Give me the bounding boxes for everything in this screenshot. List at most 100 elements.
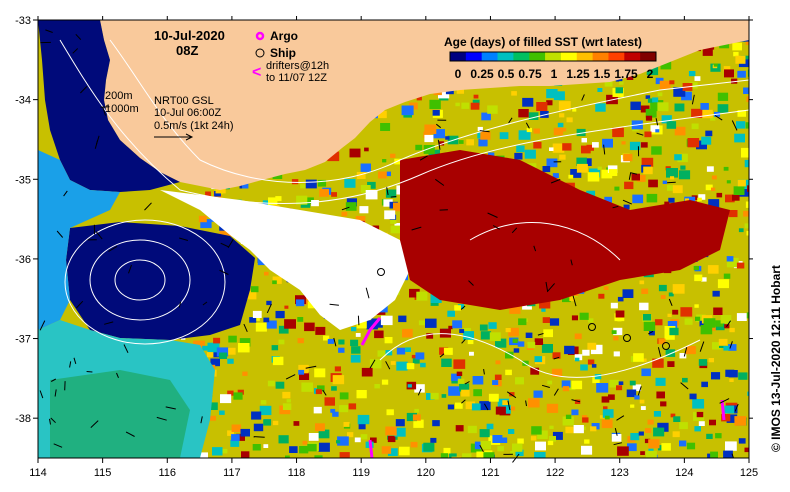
sst-cell [752, 83, 760, 90]
sst-cell [412, 414, 421, 421]
sst-cell [208, 402, 218, 410]
colorbar-tick-label-2: 0.5 [498, 67, 515, 81]
sst-cell [658, 284, 667, 292]
sst-cell [533, 141, 542, 149]
x-axis: 114 115 116 117 118 119 120 121 122 123 124 125 [29, 16, 758, 479]
sst-cell [551, 368, 563, 377]
current-arrow [69, 361, 72, 368]
sst-cell [500, 437, 508, 443]
sst-cell [416, 96, 422, 101]
sst-cell [264, 271, 269, 276]
plot-frame [37, 19, 750, 459]
sst-cell [483, 452, 495, 458]
sst-cell [726, 257, 739, 268]
sst-cell [305, 197, 314, 204]
sst-cell [677, 153, 688, 163]
sst-cell [666, 168, 678, 178]
sst-cell [601, 169, 613, 179]
sst-cell [725, 194, 735, 203]
sst-cell [611, 434, 622, 442]
sst-cell [367, 181, 376, 189]
sst-cell [706, 166, 714, 172]
sst-cell [724, 69, 734, 78]
sst-cell [549, 147, 554, 151]
no-data-swath [160, 190, 410, 330]
colorbar-swatch-0 [450, 52, 467, 61]
y-tick-label-2: -35 [15, 174, 31, 186]
sst-cell [626, 74, 634, 80]
current-arrow [144, 202, 152, 211]
sst-cell [467, 425, 477, 434]
sst-cell [357, 414, 370, 425]
sst-cell [517, 341, 525, 347]
sst-cell [535, 441, 546, 451]
sst-cell [370, 437, 377, 443]
sst-cell [263, 444, 269, 448]
sst-cell [597, 88, 603, 92]
sst-cell [703, 318, 716, 328]
sst-cell [725, 441, 737, 451]
sst-cell [509, 392, 515, 397]
sst-cell [251, 286, 259, 293]
current-arrow [417, 388, 422, 396]
sst-cell [472, 376, 484, 385]
sst-cell [429, 99, 441, 109]
sst-cell [439, 328, 451, 338]
sst-cell [390, 361, 396, 365]
sst-cell [514, 152, 523, 160]
sst-cell [565, 414, 572, 419]
sst-cell [726, 256, 734, 262]
sst-cell [518, 130, 531, 140]
sst-cell [737, 179, 746, 187]
current-arrow [73, 357, 77, 365]
sst-cell [492, 380, 499, 385]
sst-cell [543, 329, 553, 338]
colorbar-swatch-2 [481, 52, 499, 61]
sst-cell [700, 325, 713, 335]
current-arrow [668, 298, 673, 306]
sst-cell [729, 327, 735, 333]
current-arrow [49, 418, 51, 425]
sst-cell [734, 133, 745, 143]
sst-cell [359, 206, 369, 214]
sst-cell [463, 331, 474, 340]
sst-cell [271, 345, 279, 351]
sst-cell [689, 393, 697, 400]
isobath-200 [109, 39, 749, 183]
sst-cell [455, 402, 463, 409]
sst-cell [709, 419, 716, 426]
sst-cell [302, 440, 308, 445]
x-tick-label-4: 118 [288, 467, 306, 479]
sst-cell [723, 273, 731, 279]
sst-cell [440, 453, 448, 458]
sst-cell [660, 295, 666, 299]
deep-water-eddy [66, 222, 255, 340]
sst-cell [512, 443, 523, 452]
current-arrow [507, 400, 511, 411]
sst-cell [581, 145, 591, 154]
current-contour-2 [469, 222, 621, 261]
sst-cell [717, 456, 727, 458]
current-arrow [483, 403, 489, 411]
current-arrow [541, 384, 550, 388]
current-arrow [492, 225, 500, 230]
sst-cell [275, 381, 285, 389]
current-arrow [435, 178, 445, 186]
current-arrow [45, 29, 53, 33]
sst-cell [679, 440, 687, 447]
sst-cell [747, 185, 749, 192]
sst-cell [231, 434, 240, 441]
current-arrow [683, 347, 688, 357]
sst-cell [640, 406, 646, 410]
sst-cell [646, 193, 658, 203]
sst-cell [414, 408, 419, 413]
sst-cell [497, 446, 504, 452]
sst-cell [479, 429, 490, 438]
sst-cell [305, 179, 317, 189]
current-arrow [322, 389, 327, 396]
y-tick-label-5: -38 [15, 413, 31, 425]
sst-cell [530, 367, 540, 375]
sst-cell [348, 403, 357, 410]
sst-cell [716, 192, 723, 198]
sst-cell [602, 138, 613, 148]
